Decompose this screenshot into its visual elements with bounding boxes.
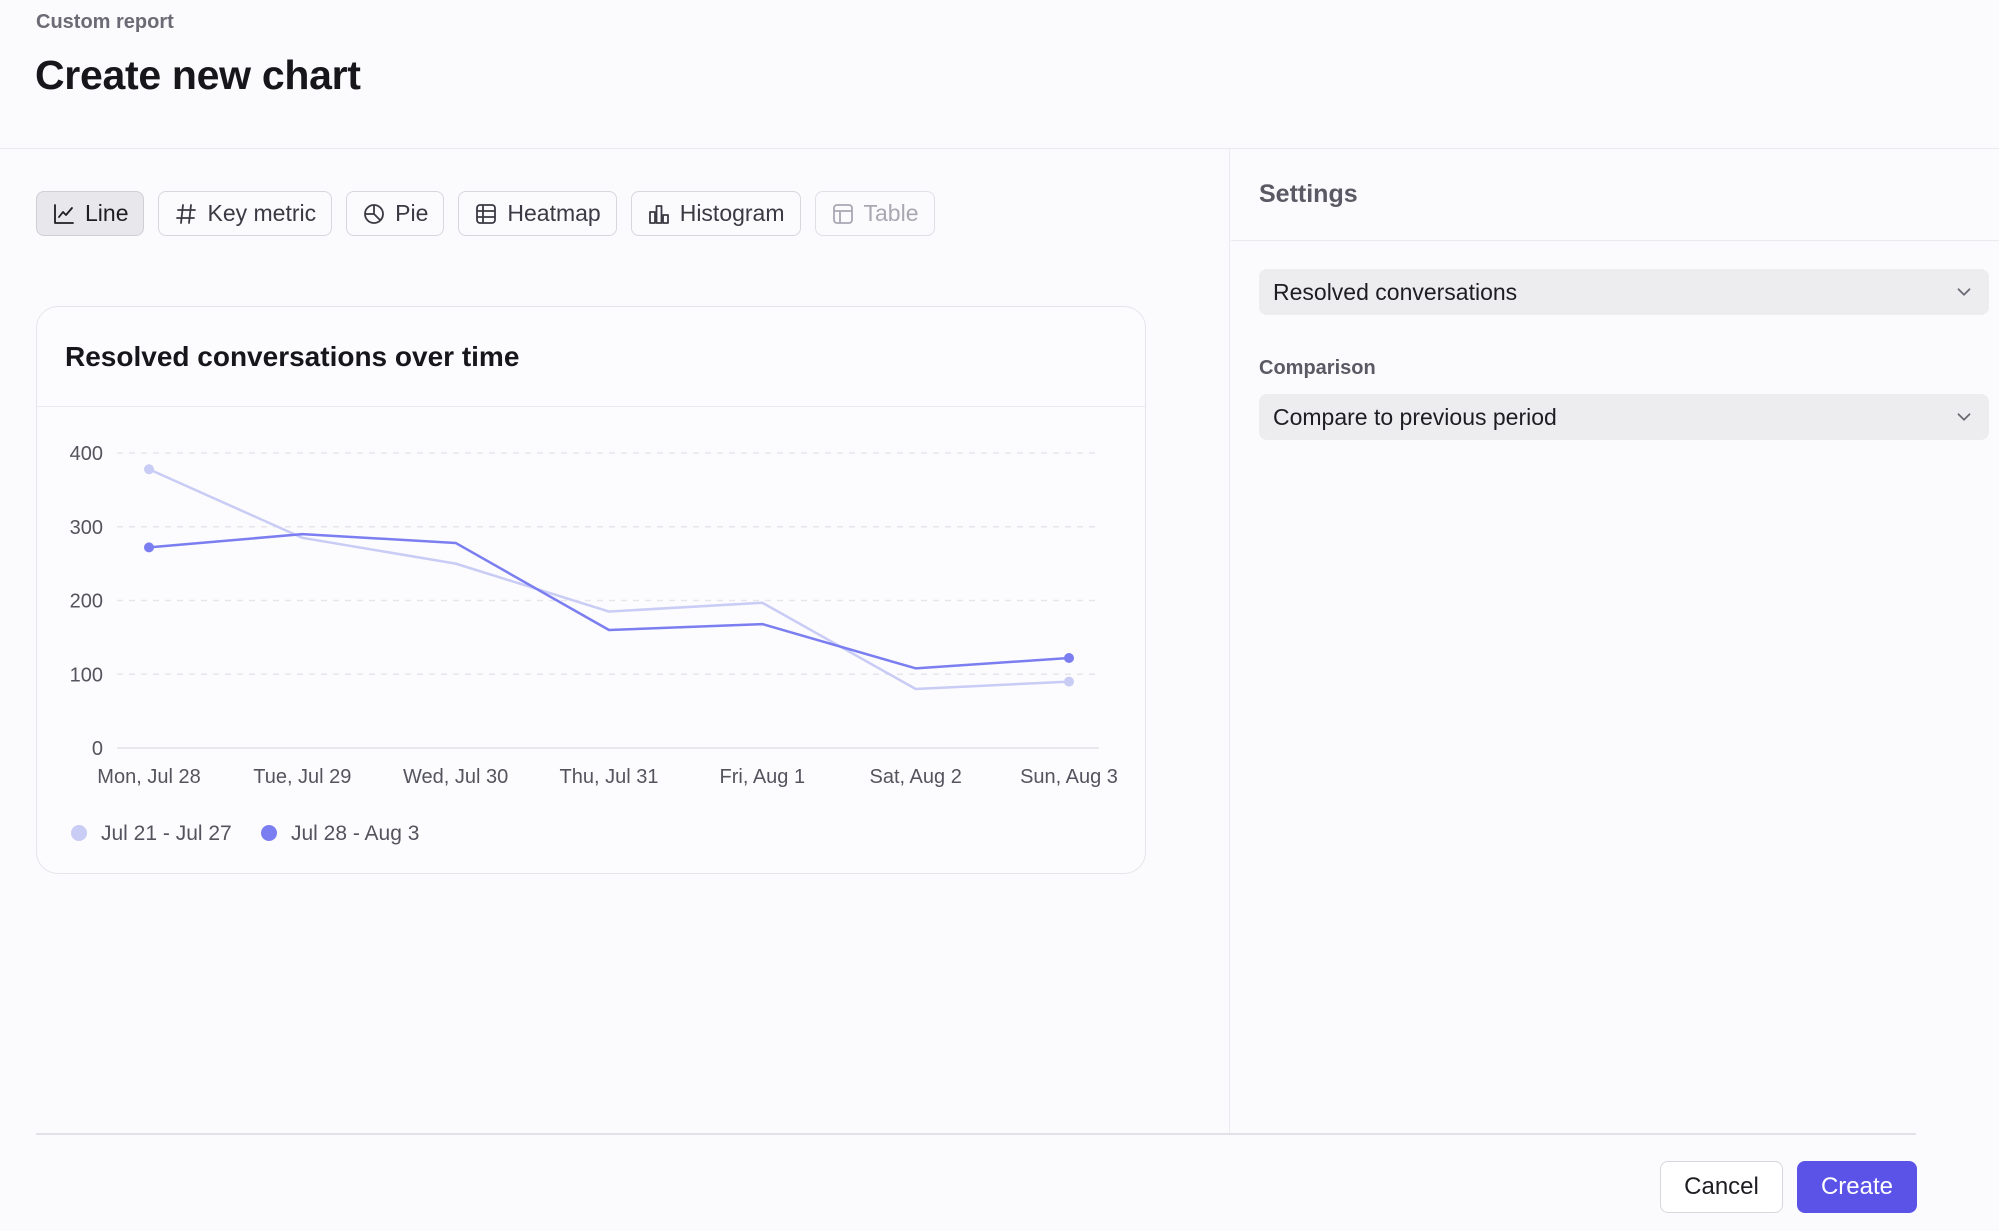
grid-icon	[474, 202, 498, 226]
settings-header: Settings	[1231, 149, 1999, 241]
metric-select-value: Resolved conversations	[1273, 278, 1518, 305]
chart-type-label: Heatmap	[507, 200, 601, 226]
x-tick-label: Fri, Aug 1	[720, 766, 806, 788]
chart-type-heatmap-button[interactable]: Heatmap	[458, 191, 617, 236]
y-tick-label: 100	[70, 664, 103, 686]
footer-divider	[36, 1133, 1916, 1135]
legend-swatch	[71, 825, 87, 841]
page-header: Custom report Create new chart	[0, 0, 1999, 149]
y-tick-label: 0	[92, 738, 103, 760]
chart-type-histogram-button[interactable]: Histogram	[630, 191, 801, 236]
chart-type-line-button[interactable]: Line	[36, 191, 145, 236]
create-button[interactable]: Create	[1797, 1161, 1917, 1213]
legend-label: Jul 28 - Aug 3	[291, 822, 419, 845]
x-tick-label: Mon, Jul 28	[97, 766, 200, 788]
comparison-select[interactable]: Compare to previous period	[1259, 394, 1989, 440]
chart-type-label: Key metric	[207, 200, 317, 226]
chevron-down-icon	[1953, 406, 1975, 428]
hash-icon	[174, 202, 198, 226]
x-tick-label: Sun, Aug 3	[1020, 766, 1118, 788]
comparison-label: Comparison	[1259, 357, 1376, 379]
series-point	[1064, 653, 1074, 664]
chart-card-header: Resolved conversations over time	[37, 307, 1145, 407]
legend-label: Jul 21 - Jul 27	[101, 822, 232, 845]
series-point	[144, 464, 154, 475]
comparison-select-value: Compare to previous period	[1273, 403, 1557, 430]
series-line	[148, 468, 1070, 691]
chart-type-label: Table	[863, 200, 919, 226]
table-icon	[831, 202, 855, 226]
series-point	[1064, 676, 1074, 687]
chart-type-key-metric-button[interactable]: Key metric	[158, 191, 333, 236]
chart-type-selector: Line Key metric Pie Heatmap Histogram	[36, 191, 935, 236]
y-tick-label: 300	[70, 517, 103, 539]
x-tick-label: Sat, Aug 2	[870, 766, 962, 788]
y-tick-label: 400	[70, 443, 103, 465]
breadcrumb[interactable]: Custom report	[36, 11, 174, 33]
metric-select[interactable]: Resolved conversations	[1259, 269, 1989, 315]
chart-editor-pane: Line Key metric Pie Heatmap Histogram	[0, 149, 1230, 1133]
chart-type-label: Pie	[395, 200, 429, 226]
cancel-button[interactable]: Cancel	[1660, 1161, 1783, 1213]
x-tick-label: Tue, Jul 29	[253, 766, 351, 788]
chart-type-pie-button[interactable]: Pie	[346, 191, 445, 236]
chart-preview-card: Resolved conversations over time 0 100 200…	[36, 306, 1146, 874]
x-tick-label: Thu, Jul 31	[560, 766, 659, 788]
pie-chart-icon	[362, 202, 386, 226]
line-chart: 0 100 200 300 400 Mon, Jul 28 Tue, Jul 29 Wed, …	[70, 443, 1118, 845]
chart-type-label: Histogram	[679, 200, 785, 226]
series-line	[148, 532, 1070, 670]
bar-chart-icon	[647, 202, 671, 226]
x-tick-label: Wed, Jul 30	[403, 766, 508, 788]
page-title: Create new chart	[35, 52, 361, 98]
settings-pane: Settings Resolved conversations Comparis…	[1231, 149, 1999, 1133]
y-tick-label: 200	[70, 591, 103, 613]
settings-title: Settings	[1259, 180, 1358, 208]
line-chart-icon	[52, 202, 76, 226]
chevron-down-icon	[1953, 281, 1975, 303]
chart-type-label: Line	[85, 200, 129, 226]
legend-swatch	[261, 825, 277, 841]
series-point	[144, 542, 154, 553]
chart-title: Resolved conversations over time	[65, 340, 520, 372]
chart-type-table-button[interactable]: Table	[814, 191, 935, 236]
